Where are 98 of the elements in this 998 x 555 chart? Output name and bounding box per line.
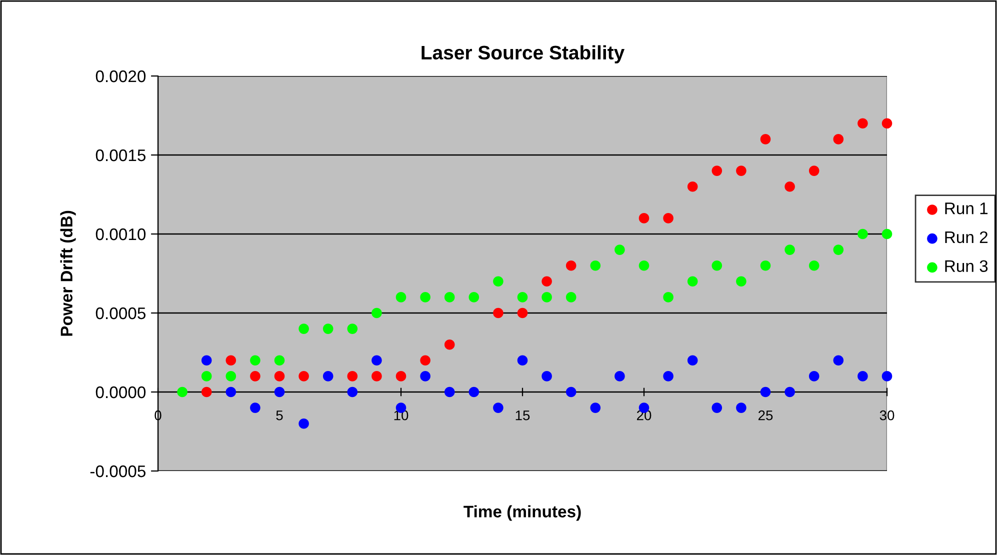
point [226,355,236,366]
point [566,292,576,302]
point [736,166,746,176]
point [226,386,236,398]
point [201,371,212,382]
y-tick-label: 0.0000 [96,386,146,398]
point [372,308,382,318]
point [614,244,625,255]
point [372,371,382,382]
point [590,260,601,271]
point [858,371,868,382]
point [347,386,358,398]
point [760,260,771,271]
point [784,244,795,255]
point [274,355,285,366]
y-tick-label: -0.0005 [90,465,146,478]
point [420,355,430,366]
x-axis-title: Time (minutes) [464,505,581,521]
point [882,228,892,240]
point [663,292,674,302]
chart-title: Laser Source Stability [422,45,625,64]
x-tick-label: 30 [880,410,894,420]
point [201,386,212,398]
point [444,292,455,302]
point [517,355,528,366]
point [882,371,892,382]
point [566,260,576,271]
point [444,386,455,398]
y-tick-label: 0.0015 [96,149,146,162]
point [542,292,552,302]
y-tick-label: 0.0005 [96,307,146,320]
point [833,244,844,255]
point [250,355,260,366]
point [858,118,868,129]
point [250,371,260,382]
point [298,371,309,382]
point [712,260,722,271]
point [420,371,430,382]
point [882,118,892,129]
point [663,213,674,224]
point [493,276,504,287]
point [833,134,844,144]
point [663,371,674,382]
point [517,308,528,318]
point [833,355,844,366]
x-tick-label: 5 [276,410,283,420]
point [468,386,480,398]
point [444,339,455,350]
point [712,402,722,413]
point [274,386,285,398]
point [347,371,358,382]
point [736,276,746,287]
x-tick-label: 25 [758,410,773,420]
point [420,292,430,302]
point [760,386,771,398]
point [784,386,795,398]
point [614,371,625,382]
legend-label: Run 3 [945,260,988,272]
point [468,292,480,302]
x-tick-label: 15 [516,410,530,420]
legend-label: Run 2 [945,231,988,244]
point [566,386,576,398]
point [493,308,504,318]
point [274,371,285,382]
point [760,134,771,144]
point [372,355,382,366]
point [298,324,309,334]
point [858,228,868,240]
point [517,292,528,302]
point [687,355,698,366]
y-axis-title: Power Drift (dB) [60,210,76,336]
point [201,355,212,366]
point [638,213,650,224]
point [736,402,746,413]
point [808,260,820,271]
point [347,324,358,334]
point [177,386,188,398]
point [322,371,334,382]
point [298,418,309,429]
point [687,181,698,192]
point [542,371,552,382]
point [687,276,698,287]
point [322,324,334,334]
point [590,402,601,413]
point [542,276,552,287]
point [493,402,504,413]
point [808,166,820,176]
point [808,371,820,382]
point [396,371,406,382]
y-tick-label: 0.0010 [96,228,146,240]
point [396,292,406,302]
legend-label: Run 1 [945,202,988,214]
point [250,402,260,413]
point [226,371,236,382]
point [712,166,722,176]
point [638,260,650,271]
point [784,181,795,192]
y-tick-label: 0.0020 [96,70,146,82]
